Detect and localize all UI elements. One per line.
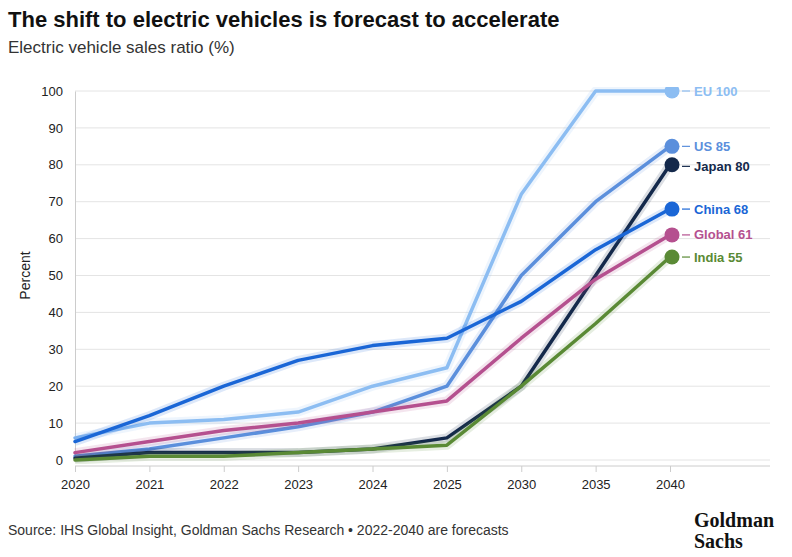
end-marker	[665, 202, 680, 217]
label-connector	[682, 256, 690, 257]
y-tick: 10	[49, 416, 71, 431]
x-tick-label: 2040	[656, 477, 685, 492]
end-marker	[665, 250, 680, 265]
y-tick: 20	[49, 379, 71, 394]
y-tick: 70	[49, 194, 71, 209]
x-tick-mark	[670, 466, 671, 472]
y-tick-label: 80	[49, 157, 63, 172]
x-axis-line	[75, 466, 770, 467]
x-tick-mark	[149, 466, 150, 472]
x-tick-label: 2022	[210, 477, 239, 492]
y-tick: 0	[56, 453, 71, 468]
y-tick-label: 90	[49, 121, 63, 136]
line	[75, 165, 670, 458]
x-tick-label: 2020	[61, 477, 90, 492]
line	[75, 235, 670, 453]
y-tick-label: 20	[49, 379, 63, 394]
y-tick-label: 0	[56, 453, 63, 468]
x-tick-label: 2035	[582, 477, 611, 492]
end-marker	[665, 87, 680, 99]
end-label: India 55	[694, 250, 742, 265]
x-tick: 2025	[433, 466, 462, 492]
y-tick: 90	[49, 121, 71, 136]
brand: Sachs	[694, 530, 743, 552]
x-tick-mark	[521, 466, 522, 472]
line	[75, 209, 670, 441]
end-label: EU 100	[694, 84, 737, 99]
y-tick: 50	[49, 268, 71, 283]
grid	[75, 91, 770, 460]
y-axis: 0 10 20 30 40 50 60 70 80 90 100	[41, 84, 75, 468]
x-tick-label: 2023	[284, 477, 313, 492]
y-axis-title: Percent	[17, 251, 33, 299]
y-tick-label: 30	[49, 342, 63, 357]
line-halo	[75, 257, 670, 460]
x-tick-mark	[596, 466, 597, 472]
line-halo	[75, 165, 670, 458]
grid-line	[75, 201, 770, 202]
source: Source: IHS Global Insight, Goldman Sach…	[8, 522, 509, 538]
end-label: Global 61	[694, 227, 753, 242]
label-connector	[682, 146, 690, 147]
chart: The shift to electric vehicles is foreca…	[0, 0, 792, 557]
x-tick-mark	[298, 466, 299, 472]
end-label: Japan 80	[694, 159, 750, 174]
plot-area	[75, 87, 680, 460]
label-connector	[682, 166, 690, 167]
x-tick-mark	[447, 466, 448, 472]
end-marker	[665, 227, 680, 242]
x-tick-mark	[75, 466, 76, 472]
x-tick-label: 2021	[135, 477, 164, 492]
x-tick-label: 2030	[507, 477, 536, 492]
grid-line	[75, 127, 770, 128]
y-tick: 100	[41, 84, 71, 99]
y-tick-label: 70	[49, 194, 63, 209]
grid-line	[75, 386, 770, 387]
line-halo	[75, 209, 670, 441]
subtitle: Electric vehicle sales ratio (%)	[8, 38, 235, 57]
x-tick: 2022	[210, 466, 239, 492]
line-halo	[75, 235, 670, 453]
x-tick-label: 2025	[433, 477, 462, 492]
label-connector	[682, 208, 690, 209]
end-label: China 68	[694, 202, 748, 217]
line	[75, 257, 670, 460]
label-connector	[682, 234, 690, 235]
label-connector	[682, 90, 690, 91]
title: The shift to electric vehicles is foreca…	[8, 7, 559, 32]
y-tick-label: 40	[49, 305, 63, 320]
grid-line	[75, 312, 770, 313]
x-tick-mark	[373, 466, 374, 472]
y-tick-label: 100	[41, 84, 63, 99]
y-tick-label: 60	[49, 231, 63, 246]
y-axis-line	[75, 92, 76, 461]
x-tick: 2035	[582, 466, 611, 492]
x-tick-label: 2024	[359, 477, 388, 492]
brand: Goldman	[694, 509, 774, 531]
x-tick: 2030	[507, 466, 536, 492]
y-tick-label: 10	[49, 416, 63, 431]
end-marker	[665, 139, 680, 154]
x-tick: 2023	[284, 466, 313, 492]
end-marker	[665, 157, 680, 172]
x-tick: 2024	[359, 466, 388, 492]
y-tick-label: 50	[49, 268, 63, 283]
x-tick-mark	[224, 466, 225, 472]
y-tick: 30	[49, 342, 71, 357]
x-tick: 2040	[656, 466, 685, 492]
end-label: US 85	[694, 139, 730, 154]
grid-line	[75, 349, 770, 350]
x-axis: 2020 2021 2022 2023 2024 2025 2030 2035 2040	[61, 466, 770, 492]
grid-line	[75, 275, 770, 276]
y-tick: 60	[49, 231, 71, 246]
x-tick: 2021	[135, 466, 164, 492]
end-labels: EU 100 US 85 Japan 80 China 68 Global 61 Indi…	[682, 84, 753, 265]
y-tick: 80	[49, 157, 71, 172]
y-tick: 40	[49, 305, 71, 320]
x-tick: 2020	[61, 466, 90, 492]
